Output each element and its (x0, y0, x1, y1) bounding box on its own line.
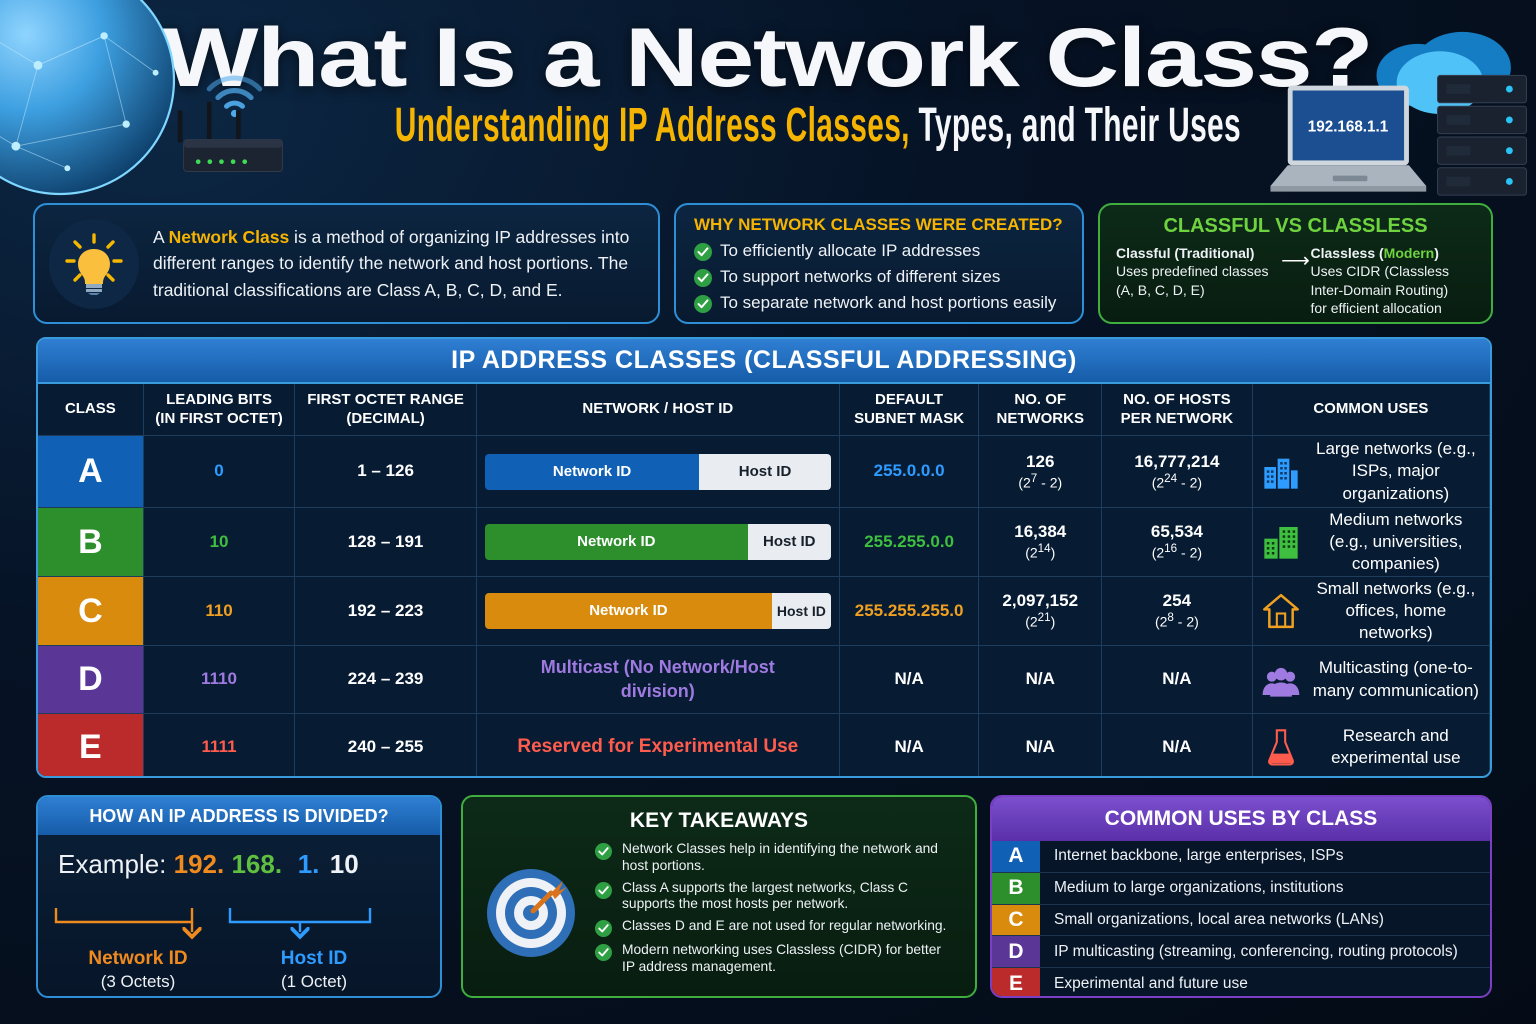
svg-text:192.168.1.1: 192.168.1.1 (1308, 118, 1389, 135)
